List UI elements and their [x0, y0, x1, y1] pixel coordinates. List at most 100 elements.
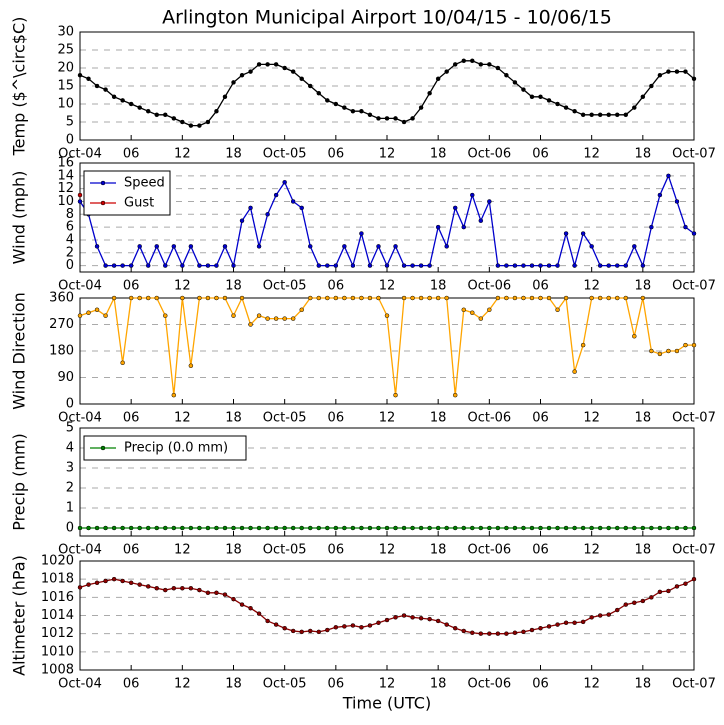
y-tick-label: 0 [66, 521, 74, 536]
data-point [273, 62, 279, 67]
data-point [256, 611, 262, 616]
data-point [606, 525, 611, 531]
data-point [214, 263, 219, 268]
y-tick-label: 15 [57, 79, 74, 94]
data-point [572, 263, 577, 268]
y-tick-label: 14 [57, 168, 74, 183]
x-tick-label: 06 [328, 279, 345, 294]
data-point [77, 199, 83, 204]
data-point [435, 295, 441, 301]
data-point [188, 244, 194, 249]
data-point [589, 615, 594, 620]
x-tick-label: 18 [430, 543, 447, 558]
data-point [444, 525, 449, 531]
data-point [649, 525, 654, 531]
y-tick-label: 1016 [41, 590, 74, 605]
data-point [171, 244, 177, 249]
data-point [691, 525, 697, 531]
data-point [401, 263, 407, 268]
data-point [265, 618, 270, 624]
data-point [470, 58, 475, 64]
data-point [231, 80, 236, 85]
data-point [393, 116, 398, 121]
data-point [86, 310, 91, 315]
data-point [623, 263, 629, 268]
data-point [205, 525, 211, 531]
data-point [401, 295, 407, 301]
data-point [103, 87, 108, 92]
data-point [589, 525, 594, 531]
data-point [589, 295, 594, 301]
data-point [632, 244, 637, 249]
data-point [145, 525, 151, 531]
x-tick-label: 12 [174, 543, 191, 558]
data-point [666, 173, 671, 179]
y-tick-label: 2 [66, 481, 74, 496]
data-point [452, 62, 458, 67]
data-point [376, 295, 381, 301]
data-point [299, 525, 304, 531]
x-tick-label: Oct-07 [672, 543, 716, 558]
data-point [145, 108, 151, 114]
y-tick-label: 0 [66, 133, 74, 148]
data-point [393, 525, 398, 531]
data-point [657, 525, 663, 531]
y-axis-label: Altimeter (hPa) [10, 555, 29, 676]
y-tick-label: 5 [66, 115, 74, 130]
x-tick-label: Oct-06 [467, 543, 511, 558]
data-point [350, 623, 356, 628]
data-point [171, 586, 177, 591]
x-tick-label: 18 [635, 279, 652, 294]
data-point [504, 525, 509, 531]
x-tick-label: 12 [379, 677, 396, 692]
data-point [683, 581, 688, 586]
data-point [171, 525, 177, 531]
data-point [674, 199, 680, 204]
data-point [504, 72, 509, 78]
y-axis-label: Wind (mph) [10, 171, 29, 265]
data-point [674, 69, 680, 74]
x-tick-label: Oct-04 [58, 411, 102, 426]
x-tick-label: Oct-06 [467, 411, 511, 426]
data-point [572, 369, 577, 374]
data-point [333, 525, 339, 531]
data-point [197, 587, 202, 593]
data-point [691, 231, 697, 236]
y-tick-label: 1008 [41, 663, 74, 678]
data-point [649, 595, 654, 600]
data-point [128, 101, 134, 107]
data-point [188, 363, 194, 368]
data-point [529, 295, 535, 301]
y-tick-label: 4 [66, 441, 74, 456]
x-tick-label: 18 [430, 279, 447, 294]
y-tick-label: 16 [57, 156, 74, 171]
data-point [308, 525, 313, 531]
data-point [452, 392, 458, 398]
data-point [478, 631, 484, 636]
data-point [94, 307, 100, 313]
data-point [205, 590, 211, 596]
y-tick-label: 1012 [41, 626, 74, 641]
y-tick-label: 1 [66, 501, 74, 516]
plot-frame [79, 560, 695, 671]
data-point [512, 263, 518, 268]
x-tick-label: Oct-05 [263, 147, 307, 162]
data-point [538, 525, 543, 531]
data-point [188, 525, 194, 531]
data-point [615, 112, 620, 118]
data-point [597, 295, 603, 301]
data-point [410, 295, 415, 301]
data-point [615, 263, 620, 268]
data-point [632, 334, 637, 339]
data-point [666, 588, 671, 594]
x-tick-label: Oct-04 [58, 543, 102, 558]
x-tick-label: 06 [532, 677, 549, 692]
data-point [308, 83, 313, 89]
data-point [435, 525, 441, 531]
x-tick-label: 06 [532, 411, 549, 426]
data-point [606, 612, 611, 617]
data-point [615, 295, 620, 301]
x-tick-label: 12 [583, 147, 600, 162]
data-point [222, 592, 228, 597]
